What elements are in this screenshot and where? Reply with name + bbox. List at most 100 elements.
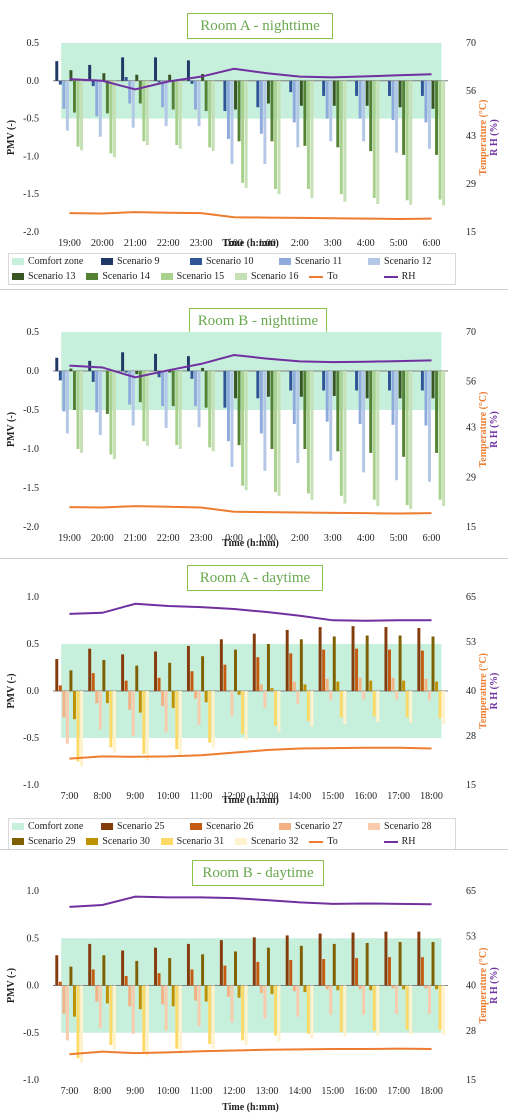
x-tick-label: 16:00	[354, 791, 377, 802]
bar-scenario-15	[306, 80, 310, 189]
y2-tick-label: 28	[466, 731, 476, 742]
bar-scenario-26	[91, 969, 95, 986]
bar-scenario-16	[80, 371, 84, 453]
y2-tick-label: 15	[466, 227, 476, 238]
chart-panel-room-a-daytime: Room A - daytime 1.0 0.5 0.0 -0.5 -1.0 65 53 40…	[0, 559, 508, 850]
bar-scenario-10	[420, 371, 424, 391]
bar-scenario-16	[145, 80, 149, 146]
legend-row: Comfort zone Scenario 25 Scenario 26 Scenar…	[9, 819, 455, 834]
bar-scenario-11	[424, 80, 428, 123]
bar-scenario-32	[211, 985, 215, 1049]
bar-scenario-32	[310, 985, 314, 1039]
legend-label: To	[327, 836, 338, 847]
bar-scenario-16	[343, 80, 347, 202]
chart-title: Room A - nighttime	[187, 13, 333, 39]
bar-scenario-15	[438, 371, 442, 500]
y2-tick-label: 28	[466, 1026, 476, 1037]
bar-scenario-31	[274, 691, 277, 726]
bar-scenario-31	[438, 691, 442, 719]
bar-scenario-10	[388, 371, 391, 391]
bar-scenario-28	[65, 691, 69, 744]
bar-scenario-11	[194, 371, 197, 407]
bar-scenario-26	[91, 673, 95, 691]
bar-scenario-15	[306, 371, 310, 494]
bar-scenario-28	[428, 691, 431, 701]
bar-scenario-27	[424, 985, 428, 989]
bar-scenario-14	[402, 80, 406, 155]
bar-scenario-25	[351, 626, 355, 691]
bar-scenario-30	[270, 688, 274, 691]
bar-scenario-15	[372, 80, 376, 198]
bar-scenario-12	[65, 371, 69, 434]
bar-scenario-32	[211, 691, 215, 748]
bar-scenario-13	[398, 371, 402, 399]
legend-item-rh: RH	[381, 836, 455, 847]
x-tick-label: 10:00	[157, 1086, 180, 1097]
panel-divider	[0, 289, 508, 290]
bar-scenario-30	[435, 681, 439, 691]
x-tick-label: 15:00	[321, 791, 344, 802]
bar-scenario-27	[259, 684, 263, 691]
legend-label: Scenario 28	[384, 821, 432, 832]
legend-swatch	[234, 838, 247, 845]
bar-scenario-16	[376, 80, 380, 205]
x-tick-label: 1:00	[258, 238, 276, 249]
bar-scenario-9	[121, 352, 125, 371]
x-tick-label: 13:00	[256, 791, 279, 802]
bar-scenario-10	[322, 80, 326, 96]
x-tick-label: 12:00	[223, 791, 246, 802]
legend-swatch	[12, 258, 24, 265]
bar-scenario-30	[270, 985, 274, 995]
bar-scenario-29	[299, 945, 303, 986]
bar-scenario-12	[131, 371, 135, 426]
bar-scenario-27	[325, 678, 329, 691]
y2-tick-label: 56	[466, 86, 476, 97]
bar-scenario-32	[277, 691, 281, 732]
bar-scenario-26	[190, 969, 194, 986]
bar-scenario-14	[270, 371, 274, 449]
bar-scenario-14	[72, 80, 76, 113]
bar-scenario-31	[76, 985, 80, 1059]
bar-scenario-10	[289, 80, 293, 93]
bar-scenario-16	[442, 80, 446, 206]
panel-divider	[0, 849, 508, 850]
legend-item-scenario-16: Scenario 16	[232, 271, 306, 282]
bar-scenario-29	[398, 942, 402, 986]
bar-scenario-10	[91, 371, 95, 382]
x-tick-label: 17:00	[387, 1086, 410, 1097]
bar-scenario-29	[332, 636, 336, 691]
bar-scenario-28	[164, 985, 168, 1031]
bar-scenario-29	[398, 635, 402, 691]
legend-item-scenario-27: Scenario 27	[276, 821, 365, 832]
bar-scenario-13	[365, 371, 369, 399]
y2-axis-title-rh: R H (%)	[489, 411, 500, 448]
bar-scenario-32	[178, 985, 182, 1054]
bar-scenario-15	[76, 80, 80, 147]
bar-scenario-29	[299, 639, 303, 691]
bar-scenario-32	[376, 691, 380, 723]
bar-scenario-32	[277, 985, 281, 1042]
bar-scenario-10	[355, 80, 359, 96]
y-tick-label: 0.0	[27, 76, 40, 87]
bar-scenario-29	[365, 942, 369, 986]
bar-scenario-25	[285, 935, 289, 986]
bar-scenario-25	[186, 943, 190, 986]
bar-scenario-27	[95, 985, 99, 1002]
bar-scenario-15	[405, 80, 409, 201]
bar-scenario-25	[252, 633, 256, 691]
y-tick-label: -1.0	[23, 780, 39, 791]
bar-scenario-15	[241, 371, 245, 486]
legend-label: Scenario 16	[250, 271, 299, 282]
bar-scenario-9	[55, 61, 59, 81]
y-axis-title: PMV (-)	[6, 120, 17, 155]
bar-scenario-26	[58, 981, 62, 986]
bar-scenario-11	[226, 371, 230, 442]
legend-row: Scenario 13 Scenario 14 Scenario 15 Scenari…	[9, 269, 455, 284]
bar-scenario-10	[58, 80, 62, 85]
bar-scenario-14	[105, 371, 109, 414]
bar-scenario-31	[306, 691, 310, 722]
bar-scenario-29	[201, 656, 205, 691]
legend-swatch	[160, 838, 173, 845]
bar-scenario-28	[164, 691, 168, 733]
bar-scenario-12	[263, 80, 267, 164]
